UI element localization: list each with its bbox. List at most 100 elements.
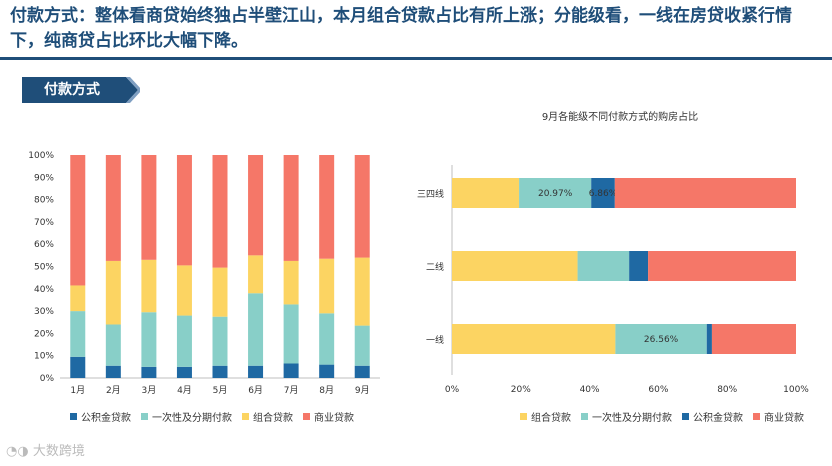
x-tick-label: 8月 bbox=[319, 385, 334, 396]
legend-item: 一次性及分期付款 bbox=[141, 409, 232, 424]
y-tick-label: 70% bbox=[34, 218, 54, 228]
bar-segment bbox=[248, 255, 264, 294]
section-tag-label: 付款方式 bbox=[44, 82, 100, 98]
category-label: 二线 bbox=[426, 261, 444, 273]
bar-segment bbox=[319, 258, 335, 314]
y-tick-label: 0% bbox=[40, 374, 55, 384]
bar-segment bbox=[70, 285, 86, 312]
x-tick-label: 5月 bbox=[213, 385, 228, 396]
bar-segment bbox=[283, 363, 299, 378]
bar-segment bbox=[141, 366, 157, 378]
y-tick-label: 90% bbox=[34, 173, 54, 183]
bar-segment bbox=[577, 251, 630, 281]
legend-label: 商业贷款 bbox=[314, 413, 354, 424]
bar-segment bbox=[105, 324, 121, 366]
bar-segment bbox=[248, 365, 264, 378]
legend-swatch bbox=[141, 413, 148, 420]
tier-chart-legend: 组合贷款 一次性及分期付款 公积金贷款 商业贷款 bbox=[520, 409, 804, 424]
x-tick-label: 2月 bbox=[106, 385, 121, 396]
bar-segment bbox=[283, 304, 299, 364]
bar-segment bbox=[452, 251, 578, 281]
bar-segment bbox=[711, 324, 796, 354]
bar-segment bbox=[614, 178, 796, 208]
legend-swatch bbox=[682, 413, 689, 420]
bar-segment bbox=[141, 259, 157, 313]
bar-segment bbox=[319, 364, 335, 378]
x-tick-label: 3月 bbox=[142, 385, 157, 396]
category-label: 三四线 bbox=[417, 188, 444, 200]
legend-label: 组合贷款 bbox=[531, 413, 571, 424]
bar-segment bbox=[283, 260, 299, 305]
legend-item: 商业贷款 bbox=[303, 409, 354, 424]
section-tag-arrow-shape bbox=[22, 77, 140, 103]
bar-segment bbox=[105, 365, 121, 378]
x-tick-label: 1月 bbox=[70, 385, 85, 396]
bar-segment bbox=[141, 312, 157, 367]
bar-segment bbox=[452, 178, 520, 208]
bar-segment bbox=[70, 311, 86, 357]
legend-swatch bbox=[242, 413, 249, 420]
x-tick-label: 4月 bbox=[177, 385, 192, 396]
y-tick-label: 30% bbox=[34, 307, 54, 317]
bar-segment bbox=[70, 356, 86, 378]
legend-item: 公积金贷款 bbox=[682, 409, 743, 424]
bar-segment bbox=[283, 155, 299, 261]
legend-label: 组合贷款 bbox=[253, 413, 293, 424]
legend-item: 组合贷款 bbox=[242, 409, 293, 424]
header-divider bbox=[0, 57, 832, 60]
y-tick-label: 10% bbox=[34, 352, 54, 362]
legend-swatch bbox=[753, 413, 760, 420]
x-tick-label: 0% bbox=[445, 385, 460, 395]
x-tick-label: 7月 bbox=[284, 385, 299, 396]
legend-label: 商业贷款 bbox=[764, 413, 804, 424]
data-label: 6.86% bbox=[589, 189, 618, 199]
bar-segment bbox=[354, 365, 370, 378]
y-tick-label: 60% bbox=[34, 240, 54, 250]
legend-label: 公积金贷款 bbox=[81, 413, 131, 424]
bar-segment bbox=[452, 324, 616, 354]
bar-segment bbox=[176, 265, 192, 316]
y-tick-label: 40% bbox=[34, 285, 54, 295]
bar-segment bbox=[141, 155, 157, 260]
category-label: 一线 bbox=[426, 334, 444, 346]
bar-segment bbox=[615, 324, 707, 354]
bar-segment bbox=[70, 155, 86, 286]
bar-segment bbox=[706, 324, 712, 354]
bar-segment bbox=[212, 316, 228, 366]
legend-label: 公积金贷款 bbox=[693, 413, 743, 424]
y-tick-label: 20% bbox=[34, 329, 54, 339]
bar-segment bbox=[319, 155, 335, 259]
legend-swatch bbox=[520, 413, 527, 420]
x-tick-label: 9月 bbox=[355, 385, 370, 396]
footer-logo: ◔◑ 大数跨境 bbox=[6, 440, 85, 459]
page-headline: 付款方式：整体看商贷始终独占半壁江山，本月组合贷款占比有所上涨；分能级看，一线在… bbox=[10, 6, 792, 51]
bar-segment bbox=[105, 155, 121, 261]
legend-item: 组合贷款 bbox=[520, 409, 571, 424]
monthly-chart-legend: 公积金贷款 一次性及分期付款 组合贷款 商业贷款 bbox=[70, 409, 354, 424]
x-tick-label: 20% bbox=[511, 385, 531, 395]
bar-segment bbox=[176, 366, 192, 378]
bar-segment bbox=[591, 178, 615, 208]
x-tick-label: 80% bbox=[717, 385, 737, 395]
legend-item: 一次性及分期付款 bbox=[581, 409, 672, 424]
bar-segment bbox=[248, 155, 264, 256]
tier-chart-title: 9月各能级不同付款方式的购房占比 bbox=[541, 112, 699, 123]
y-tick-label: 50% bbox=[34, 263, 54, 273]
bar-segment bbox=[648, 251, 796, 281]
bar-segment bbox=[319, 313, 335, 365]
x-tick-label: 40% bbox=[580, 385, 600, 395]
bar-segment bbox=[248, 293, 264, 366]
bar-segment bbox=[105, 260, 121, 325]
x-tick-label: 60% bbox=[648, 385, 668, 395]
bar-segment bbox=[354, 155, 370, 258]
section-tag: 付款方式 bbox=[22, 77, 140, 103]
data-label: 26.56% bbox=[644, 335, 679, 345]
bar-segment bbox=[212, 365, 228, 378]
bar-segment bbox=[176, 155, 192, 266]
y-tick-label: 100% bbox=[28, 151, 54, 161]
bar-segment bbox=[629, 251, 649, 281]
bar-segment bbox=[354, 257, 370, 326]
legend-swatch bbox=[581, 413, 588, 420]
bar-segment bbox=[519, 178, 592, 208]
